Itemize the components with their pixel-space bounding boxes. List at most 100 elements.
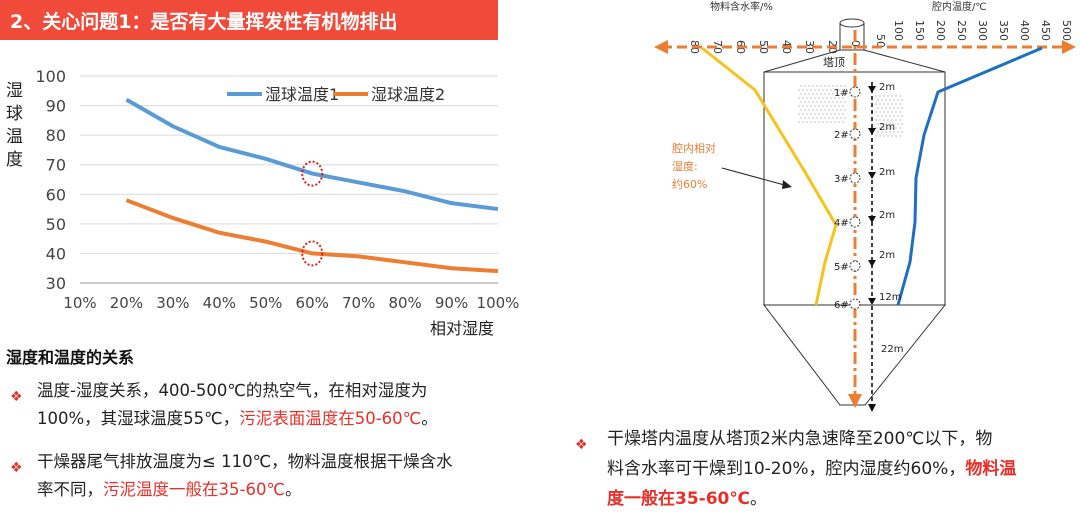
section-heading: 湿度和温度的关系 (6, 348, 135, 367)
chart-x-ticks: 10% 20% 30% 40% 50% 60% 70% 80% 90% 100% (63, 294, 519, 312)
texture-dot (826, 121, 828, 123)
temp-tick: 200 (934, 20, 947, 41)
texture-dot (877, 131, 879, 133)
texture-dot (822, 113, 824, 115)
texture-dot (802, 97, 804, 99)
texture-dot (840, 85, 842, 87)
texture-dot (810, 97, 812, 99)
texture-dot (818, 113, 820, 115)
legend-label-1: 湿球温度1 (265, 85, 339, 104)
moisture-tick: 30 (803, 40, 816, 54)
sample-point-marker (849, 216, 861, 228)
bullet-1-line-2a: 100%，其湿球温度55℃， (37, 409, 240, 428)
texture-dot (826, 105, 828, 107)
texture-dot (887, 135, 889, 137)
texture-dot (885, 131, 887, 133)
texture-dot (879, 95, 881, 97)
texture-dot (883, 135, 885, 137)
texture-dot (834, 113, 836, 115)
texture-dot (822, 121, 824, 123)
texture-dot (804, 109, 806, 111)
texture-dot (830, 121, 832, 123)
texture-dot (885, 99, 887, 101)
texture-dot (798, 105, 800, 107)
texture-dot (814, 121, 816, 123)
temp-tick: 450 (1039, 20, 1052, 41)
texture-dot (891, 127, 893, 129)
chart-gridlines (80, 75, 498, 284)
texture-dot (877, 107, 879, 109)
texture-dot (812, 109, 814, 111)
texture-dot (887, 95, 889, 97)
annotation-line-3: 约60% (672, 178, 707, 191)
texture-dot (875, 111, 877, 113)
texture-dot (816, 109, 818, 111)
texture-dot (881, 115, 883, 117)
texture-dot (877, 115, 879, 117)
texture-dot (832, 93, 834, 95)
texture-dot (901, 99, 903, 101)
texture-dot (881, 123, 883, 125)
x-tick-label: 20% (110, 294, 143, 312)
texture-dot (889, 123, 891, 125)
texture-dot (895, 127, 897, 129)
x-tick-label: 60% (296, 294, 329, 312)
texture-dot (810, 121, 812, 123)
texture-dot (840, 93, 842, 95)
texture-dot (840, 109, 842, 111)
texture-dot (834, 89, 836, 91)
texture-dot (897, 123, 899, 125)
texture-dot (875, 103, 877, 105)
wet-bulb-chart: 100 90 80 70 60 50 40 30 10% 20% 30% 40% 50% 60% 70% 8… (35, 67, 519, 338)
moisture-axis-label: 物料含水率/% (710, 0, 773, 13)
spacing-label: 2m (879, 250, 895, 261)
texture-dot (814, 97, 816, 99)
temp-tick: 350 (997, 20, 1010, 41)
spacing-label: 2m (879, 82, 895, 93)
y-tick-label: 100 (35, 67, 66, 86)
texture-dot (822, 105, 824, 107)
texture-dot (824, 93, 826, 95)
texture-dot (899, 95, 901, 97)
bullet-2-line-2c: 。 (284, 480, 302, 499)
level-arrow-icon (868, 260, 876, 267)
texture-dot (822, 97, 824, 99)
texture-dot (895, 95, 897, 97)
texture-dot (818, 121, 820, 123)
y-tick-label: 40 (46, 244, 66, 263)
texture-dot (802, 113, 804, 115)
texture-dot (895, 103, 897, 105)
sample-point-label: 1# (834, 88, 849, 99)
texture-dot (844, 101, 846, 103)
texture-dot (844, 117, 846, 119)
texture-dot (798, 113, 800, 115)
texture-dot (810, 89, 812, 91)
texture-dot (828, 101, 830, 103)
temp-tick: 500 (1060, 20, 1073, 41)
x-tick-label: 80% (388, 294, 421, 312)
texture-dot (818, 105, 820, 107)
texture-dot (842, 121, 844, 123)
texture-dot (885, 123, 887, 125)
texture-dot (836, 85, 838, 87)
texture-dot (804, 93, 806, 95)
texture-dot (800, 93, 802, 95)
texture-dot (830, 97, 832, 99)
annotation-line-2: 湿度: (672, 159, 698, 173)
spacing-label: 2m (879, 122, 895, 133)
texture-dot (812, 85, 814, 87)
texture-dot (881, 131, 883, 133)
texture-dot (875, 135, 877, 137)
vertical-axis-arrow (848, 30, 862, 408)
texture-dot (812, 93, 814, 95)
texture-dot (800, 85, 802, 87)
chart-legend: 湿球温度1 湿球温度2 (227, 85, 445, 104)
texture-dot (798, 89, 800, 91)
texture-dot (808, 93, 810, 95)
temp-tick: 150 (913, 20, 926, 41)
level-arrow-icon (868, 86, 876, 93)
texture-dot (901, 107, 903, 109)
right-summary: ❖ 干燥塔内温度从塔顶2米内急速降至200℃以下，物 料含水率可干燥到10-20… (575, 424, 1080, 514)
texture-dot (828, 85, 830, 87)
moisture-tick: 50 (757, 40, 770, 54)
